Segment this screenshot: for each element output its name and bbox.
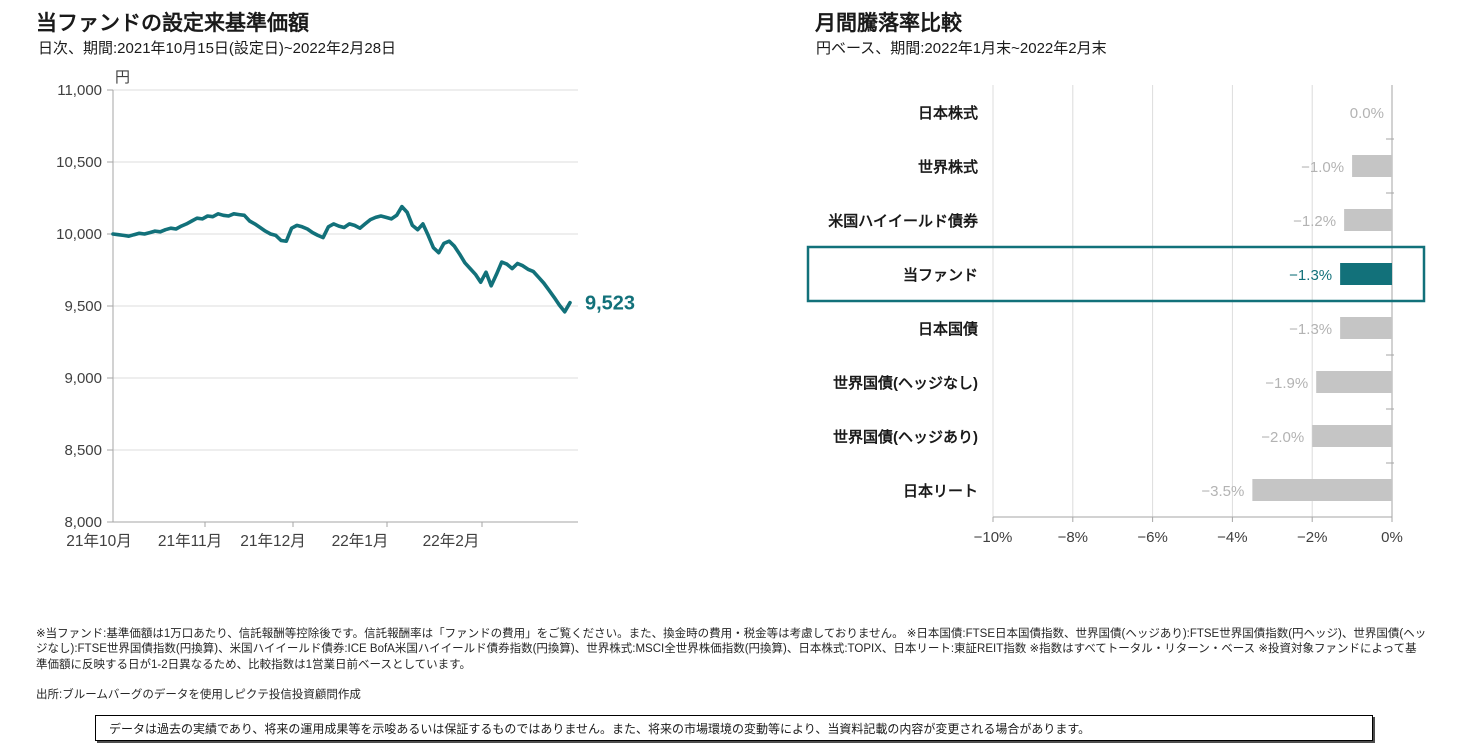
source-note: 出所:ブルームバーグのデータを使用しピクテ投信投資顧問作成 <box>36 689 361 701</box>
x-tick-label: 22年2月 <box>423 532 480 550</box>
y-tick-label: 10,000 <box>56 226 102 243</box>
index-bar <box>1316 371 1392 393</box>
value-label: −2.0% <box>1261 429 1304 446</box>
index-bar <box>1344 209 1392 231</box>
index-bar <box>1252 479 1392 501</box>
category-label: 当ファンド <box>903 266 978 284</box>
monthly-return-chart-title: 月間騰落率比較 <box>815 12 962 35</box>
disclaimer-box: データは過去の実績であり、将来の運用成果等を示唆あるいは保証するものではありませ… <box>95 715 1373 741</box>
x-tick-label: −6% <box>1137 529 1167 546</box>
value-label: −1.9% <box>1265 375 1308 392</box>
x-tick-label: 22年1月 <box>332 532 389 550</box>
x-tick-label: 21年10月 <box>66 532 131 550</box>
category-label: 日本株式 <box>918 104 978 122</box>
value-label: −1.3% <box>1289 267 1332 284</box>
y-axis-unit-label: 円 <box>115 69 130 86</box>
index-bar <box>1352 155 1392 177</box>
x-tick-label: 0% <box>1381 529 1403 546</box>
y-tick-label: 9,500 <box>64 298 102 315</box>
y-tick-label: 11,000 <box>57 82 102 99</box>
category-label: 日本リート <box>903 482 978 500</box>
category-label: 米国ハイイールド債券 <box>828 212 979 230</box>
value-label: −1.0% <box>1301 159 1344 176</box>
fund-bar <box>1340 263 1392 285</box>
y-tick-label: 8,500 <box>64 442 102 459</box>
y-tick-label: 8,000 <box>64 514 102 531</box>
disclaimer-text: データは過去の実績であり、将来の運用成果等を示唆あるいは保証するものではありませ… <box>109 721 1091 736</box>
x-tick-label: −8% <box>1058 529 1088 546</box>
nav-chart-title: 当ファンドの設定来基準価額 <box>36 12 309 35</box>
nav-series-line <box>111 204 572 314</box>
footnote-text: ※当ファンド:基準価額は1万口あたり、信託報酬等控除後です。信託報酬率は「ファン… <box>36 628 1427 671</box>
nav-chart-subtitle: 日次、期間:2021年10月15日(設定日)~2022年2月28日 <box>38 40 397 57</box>
y-tick-label: 10,500 <box>56 154 102 171</box>
category-label: 世界株式 <box>918 158 978 176</box>
x-tick-label: −4% <box>1217 529 1247 546</box>
value-label: −3.5% <box>1201 483 1244 500</box>
value-label: −1.2% <box>1293 213 1336 230</box>
x-tick-label: −10% <box>974 529 1013 546</box>
category-label: 日本国債 <box>918 320 978 338</box>
x-tick-label: −2% <box>1297 529 1327 546</box>
value-label: −1.3% <box>1289 321 1332 338</box>
index-bar <box>1312 425 1392 447</box>
x-tick-label: 21年11月 <box>158 532 222 550</box>
index-bar <box>1340 317 1392 339</box>
value-label: 0.0% <box>1350 105 1384 122</box>
y-tick-label: 9,000 <box>64 370 102 387</box>
monthly-return-chart-subtitle: 円ベース、期間:2022年1月末~2022年2月末 <box>816 40 1107 57</box>
category-label: 世界国債(ヘッジなし) <box>833 374 978 392</box>
fund-highlight-box <box>806 245 1426 303</box>
x-tick-label: 21年12月 <box>240 532 305 550</box>
nav-end-value-label: 9,523 <box>585 293 635 315</box>
category-label: 世界国債(ヘッジあり) <box>833 428 978 446</box>
